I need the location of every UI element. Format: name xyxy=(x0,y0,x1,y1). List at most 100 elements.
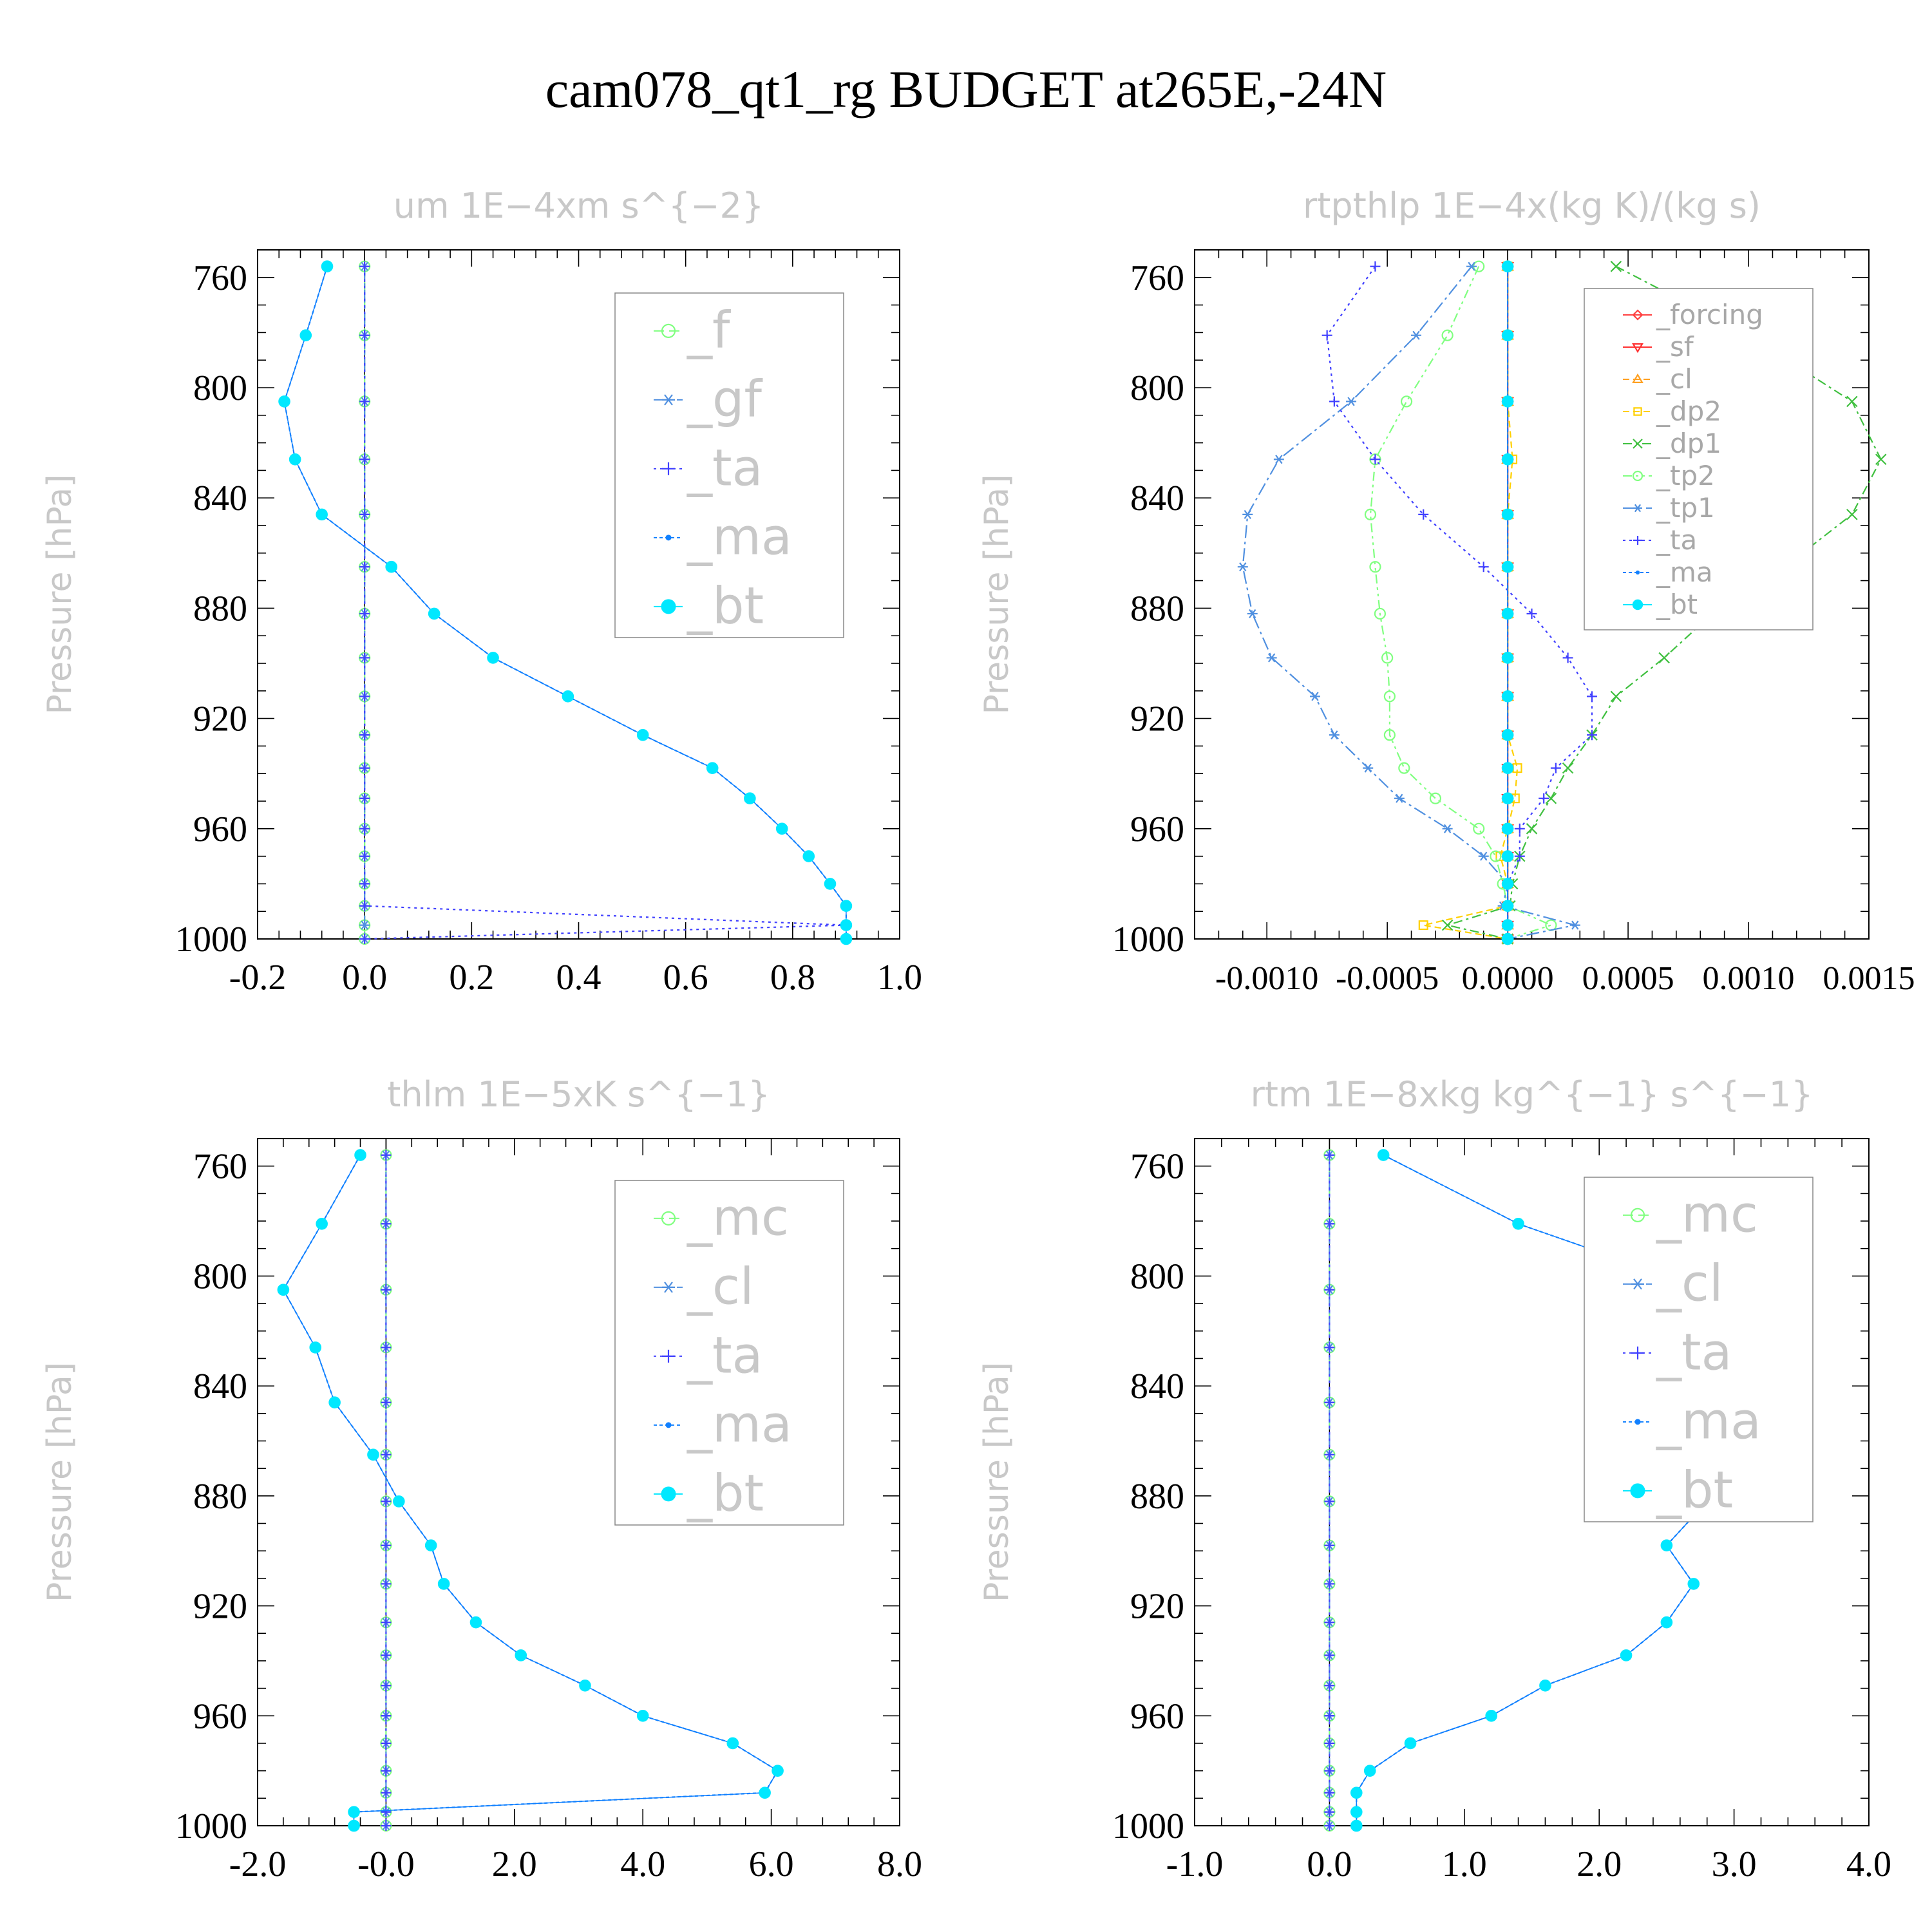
data-point xyxy=(1324,1765,1335,1776)
data-point xyxy=(1324,1496,1335,1507)
data-point xyxy=(381,1710,392,1721)
y-tick-label: 960 xyxy=(1130,1696,1184,1736)
legend-marker xyxy=(1630,1483,1645,1499)
y-tick-label: 960 xyxy=(193,1696,247,1736)
data-point xyxy=(359,608,370,619)
data-point xyxy=(381,1787,392,1798)
y-tick-label: 800 xyxy=(1130,1256,1184,1296)
data-point xyxy=(289,453,301,466)
x-tick-label: -0.2 xyxy=(229,958,287,998)
y-tick-label: 760 xyxy=(193,258,247,298)
data-point xyxy=(1381,652,1394,664)
data-point xyxy=(359,261,370,272)
x-tick-label: -2.0 xyxy=(229,1844,287,1884)
data-point xyxy=(1383,690,1396,703)
legend-label: _mc xyxy=(687,1189,789,1247)
y-tick-label: 960 xyxy=(1130,810,1184,849)
legend-label: _bt xyxy=(687,1465,764,1523)
legend-marker xyxy=(665,1422,672,1428)
data-point xyxy=(381,1578,392,1589)
legend-item-sf: _sf xyxy=(1623,331,1694,363)
legend-item-ta: _ta xyxy=(654,1327,762,1385)
y-tick-label: 760 xyxy=(1130,258,1184,298)
y-tick-label: 1000 xyxy=(1112,1806,1184,1846)
legend-label: _bt xyxy=(1656,1462,1733,1520)
data-point xyxy=(1875,453,1887,466)
series-ta xyxy=(1324,1150,1335,1831)
y-axis-label: Pressure [hPa] xyxy=(978,1362,1016,1602)
data-point xyxy=(309,1341,322,1354)
data-point xyxy=(299,329,312,341)
legend-item-ma: _ma xyxy=(1623,1393,1761,1451)
data-point xyxy=(277,1283,290,1296)
data-point xyxy=(1501,792,1514,805)
legend-marker xyxy=(662,394,675,406)
legend-item-cl: _cl xyxy=(1623,363,1692,395)
data-point xyxy=(1329,730,1340,740)
legend-label: _bt xyxy=(1656,589,1698,620)
legend-marker xyxy=(1634,1419,1641,1425)
data-point xyxy=(1501,260,1514,272)
legend-item-ta: _ta xyxy=(1623,524,1697,556)
data-point xyxy=(1514,851,1525,862)
panel-thlm: thlm 1E−5xK s^{−1} Pressure [hPa] 760 800 84… xyxy=(41,1074,922,1884)
data-point xyxy=(802,850,815,862)
data-point xyxy=(1466,261,1477,271)
y-tick-label: 880 xyxy=(1130,589,1184,629)
data-point xyxy=(1478,851,1489,861)
legend-marker xyxy=(1630,1208,1645,1222)
data-point xyxy=(381,1342,392,1353)
y-tick-label: 760 xyxy=(1130,1147,1184,1187)
y-tick-label: 920 xyxy=(193,1587,247,1627)
data-point xyxy=(381,1738,392,1748)
data-point xyxy=(1501,822,1514,835)
y-tick-label: 920 xyxy=(193,699,247,739)
data-point xyxy=(359,851,370,862)
y-tick-label: 800 xyxy=(1130,368,1184,408)
data-point xyxy=(1660,1539,1673,1551)
data-point xyxy=(381,1540,392,1551)
y-tick-label: 800 xyxy=(193,368,247,408)
legend-label: _cl xyxy=(1656,363,1692,395)
legend-marker xyxy=(661,1486,676,1502)
x-tick-label: 4.0 xyxy=(620,1844,665,1884)
data-point xyxy=(1324,1821,1335,1831)
data-point xyxy=(840,919,853,931)
data-point xyxy=(1324,1150,1335,1160)
data-point xyxy=(824,878,837,890)
series-ta xyxy=(381,1150,392,1831)
data-point xyxy=(321,260,334,272)
data-point xyxy=(381,1496,392,1507)
data-point xyxy=(1586,730,1597,741)
plot-frame xyxy=(1194,1138,1870,1826)
data-point xyxy=(1846,509,1858,520)
data-point xyxy=(1658,652,1670,664)
x-tick-label: 0.4 xyxy=(556,958,601,998)
data-point xyxy=(469,1616,482,1629)
data-point xyxy=(1324,1540,1335,1551)
data-point xyxy=(1501,850,1514,862)
data-point xyxy=(1394,793,1405,803)
data-point xyxy=(1501,453,1514,466)
data-point xyxy=(840,900,853,912)
legend-marker xyxy=(661,1211,676,1226)
legend-item-f: _f xyxy=(654,302,731,360)
data-point xyxy=(636,728,649,741)
x-tick-label: 6.0 xyxy=(749,1844,794,1884)
x-tick-label: -0.0 xyxy=(357,1844,415,1884)
data-point xyxy=(487,652,499,664)
data-point xyxy=(1501,652,1514,664)
data-point xyxy=(381,1617,392,1628)
legend-item-forcing: _forcing xyxy=(1623,299,1763,330)
data-point xyxy=(1350,1806,1363,1818)
data-point xyxy=(1324,1449,1335,1460)
legend-item-bt: _bt xyxy=(1623,1462,1733,1520)
data-point xyxy=(1418,920,1428,931)
legend-label: _dp2 xyxy=(1656,395,1721,427)
x-tick-label: 4.0 xyxy=(1846,1844,1891,1884)
data-point xyxy=(1660,1616,1673,1629)
legend-marker xyxy=(1631,1346,1644,1359)
data-point xyxy=(1550,762,1561,773)
legend-marker xyxy=(662,1349,675,1363)
data-point xyxy=(1545,792,1557,804)
